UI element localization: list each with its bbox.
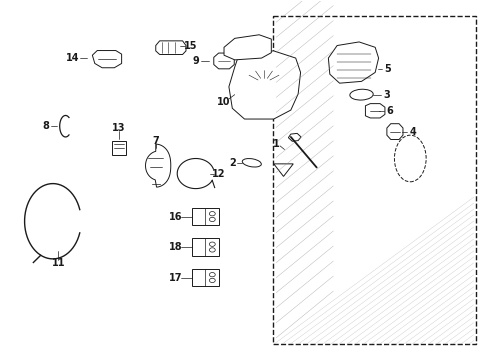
Text: 12: 12	[212, 168, 225, 179]
Polygon shape	[156, 41, 185, 54]
FancyBboxPatch shape	[191, 238, 218, 256]
Polygon shape	[273, 164, 293, 176]
Text: 8: 8	[42, 121, 49, 131]
Polygon shape	[288, 134, 301, 141]
Text: 10: 10	[217, 97, 230, 107]
Circle shape	[209, 278, 215, 283]
Text: 15: 15	[184, 41, 197, 50]
Circle shape	[209, 212, 215, 216]
Polygon shape	[145, 144, 170, 187]
Text: 11: 11	[51, 258, 65, 268]
Text: 2: 2	[228, 158, 235, 168]
Ellipse shape	[242, 158, 261, 167]
Text: 7: 7	[152, 136, 159, 146]
Polygon shape	[224, 35, 271, 60]
Text: 6: 6	[386, 106, 392, 116]
FancyBboxPatch shape	[112, 140, 126, 155]
Text: 3: 3	[383, 90, 389, 100]
Text: 1: 1	[272, 139, 279, 149]
Text: 14: 14	[66, 53, 80, 63]
Text: 18: 18	[168, 242, 182, 252]
Circle shape	[209, 248, 215, 252]
Text: 17: 17	[168, 273, 182, 283]
Polygon shape	[213, 53, 234, 69]
Ellipse shape	[349, 89, 372, 100]
Polygon shape	[228, 51, 300, 119]
FancyBboxPatch shape	[191, 208, 218, 225]
Text: 13: 13	[112, 123, 126, 133]
Polygon shape	[92, 50, 122, 68]
Polygon shape	[365, 104, 384, 118]
Text: 5: 5	[383, 64, 390, 74]
Circle shape	[209, 273, 215, 277]
Polygon shape	[328, 42, 378, 83]
Circle shape	[209, 242, 215, 246]
Text: 4: 4	[408, 127, 415, 136]
Text: 9: 9	[192, 56, 199, 66]
Text: 16: 16	[168, 212, 182, 221]
FancyBboxPatch shape	[191, 269, 218, 286]
Circle shape	[209, 217, 215, 222]
Polygon shape	[386, 124, 402, 139]
